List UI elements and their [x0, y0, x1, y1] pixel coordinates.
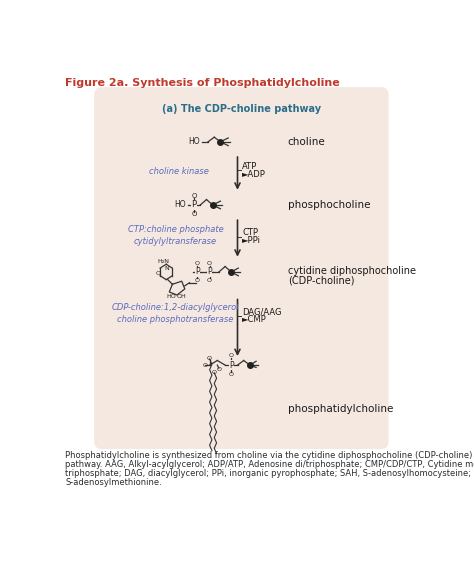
Text: HO: HO [189, 137, 201, 146]
Text: HO: HO [175, 201, 186, 209]
Text: choline kinase: choline kinase [149, 167, 210, 176]
Text: (CDP-choline): (CDP-choline) [288, 276, 355, 285]
Text: Phosphatidylcholine is synthesized from choline via the cytidine diphosphocholin: Phosphatidylcholine is synthesized from … [65, 450, 473, 460]
Text: P: P [207, 267, 212, 277]
Text: O: O [212, 370, 217, 376]
Text: O: O [202, 363, 208, 367]
Text: choline: choline [288, 137, 326, 147]
Text: O: O [195, 278, 200, 283]
Text: ►CMP: ►CMP [242, 315, 267, 324]
Text: ATP: ATP [242, 162, 257, 171]
Text: O: O [191, 192, 197, 199]
Text: N: N [164, 266, 169, 271]
Text: S-adenosylmethionine.: S-adenosylmethionine. [65, 479, 162, 487]
Text: ►ADP: ►ADP [242, 170, 266, 178]
Text: O: O [191, 211, 197, 217]
Text: phosphocholine: phosphocholine [288, 200, 370, 210]
Text: P: P [195, 267, 200, 277]
Text: O: O [207, 278, 212, 283]
Text: HO: HO [166, 294, 176, 299]
Text: Figure 2a. Synthesis of Phosphatidylcholine: Figure 2a. Synthesis of Phosphatidylchol… [65, 78, 340, 88]
Text: O: O [207, 261, 212, 266]
Text: O: O [229, 372, 234, 377]
Text: O: O [217, 367, 221, 372]
Text: cytidine diphosphocholine: cytidine diphosphocholine [288, 266, 416, 276]
Text: P: P [229, 360, 234, 370]
Text: P: P [191, 201, 197, 209]
Text: pathway. AAG, Alkyl-acylglycerol; ADP/ATP, Adenosine di/triphosphate; CMP/CDP/CT: pathway. AAG, Alkyl-acylglycerol; ADP/AT… [65, 460, 474, 469]
Text: O: O [207, 356, 212, 362]
Text: ►PPi: ►PPi [242, 236, 261, 245]
Text: phosphatidylcholine: phosphatidylcholine [288, 404, 393, 414]
Text: (a) The CDP-choline pathway: (a) The CDP-choline pathway [162, 104, 321, 114]
Text: CDP-choline:1,2-diacylglycerol
choline phosphotransferase: CDP-choline:1,2-diacylglycerol choline p… [112, 303, 239, 324]
Text: O: O [195, 261, 200, 266]
Text: DAG/AAG: DAG/AAG [242, 308, 282, 316]
Text: CTP:choline phosphate
cytidylyltransferase: CTP:choline phosphate cytidylyltransfera… [128, 225, 223, 246]
Text: triphosphate; DAG, diacylglycerol; PPi, inorganic pyrophosphate; SAH, S-adenosyl: triphosphate; DAG, diacylglycerol; PPi, … [65, 469, 474, 478]
Text: H₂N: H₂N [157, 259, 169, 264]
Text: CTP: CTP [242, 228, 258, 237]
Text: OH: OH [177, 294, 187, 299]
Text: O: O [229, 353, 234, 359]
FancyBboxPatch shape [94, 87, 389, 449]
Text: O: O [156, 271, 161, 276]
